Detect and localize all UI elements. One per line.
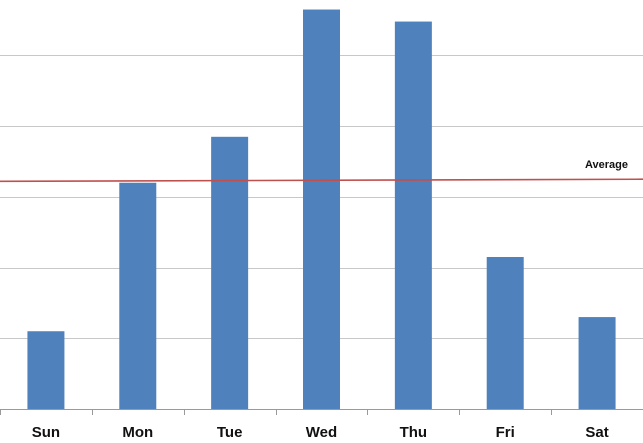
bar-thu <box>394 21 432 410</box>
x-axis <box>0 409 643 415</box>
bar-tue <box>211 136 249 409</box>
x-tick-labels: Sun Mon Tue Wed Thu Fri Sat <box>32 424 609 441</box>
x-tick-label-sun: Sun <box>32 424 60 441</box>
bar-sat <box>578 317 616 409</box>
bar-sun <box>27 331 65 409</box>
average-label: Average <box>585 159 628 171</box>
x-tick-label-sat: Sat <box>585 424 608 441</box>
bar-wed <box>303 9 340 409</box>
bar-mon <box>119 182 157 409</box>
average-line-group: Average <box>0 159 643 183</box>
bars <box>27 9 616 410</box>
x-tick-label-wed: Wed <box>306 424 337 441</box>
x-tick-label-tue: Tue <box>217 424 243 441</box>
x-tick-label-thu: Thu <box>400 424 428 441</box>
average-line <box>0 178 643 183</box>
x-tick-label-fri: Fri <box>496 424 515 441</box>
x-tick-label-mon: Mon <box>122 424 153 441</box>
bar-fri <box>486 256 524 409</box>
